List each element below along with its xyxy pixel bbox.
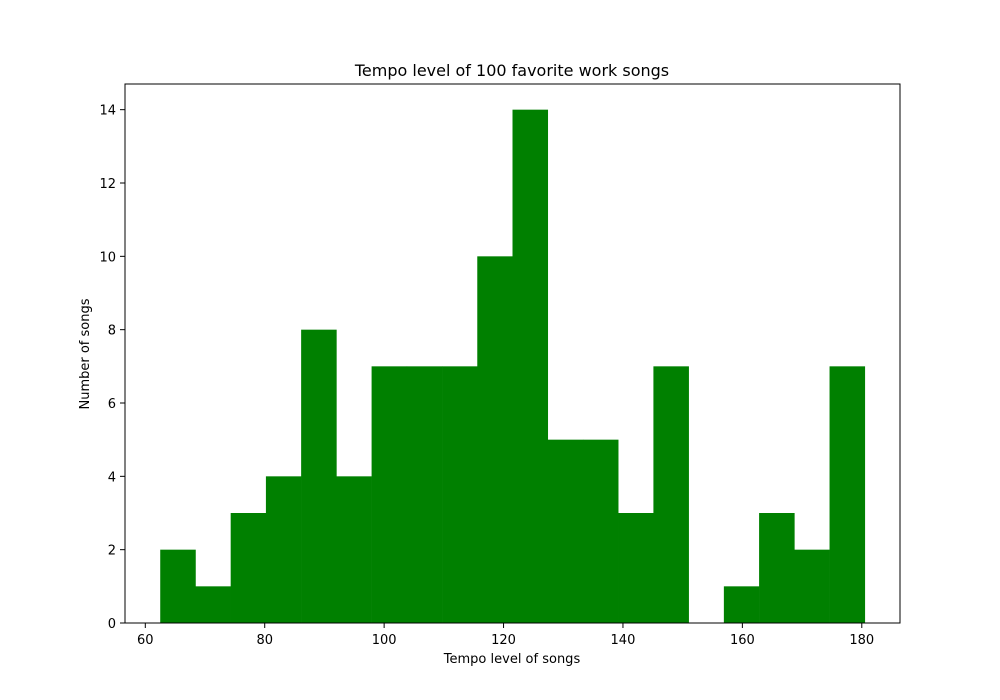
bars-group (160, 109, 866, 623)
histogram-bar-13 (618, 513, 654, 623)
histogram-bar-9 (477, 256, 513, 623)
y-tick-label-1: 2 (108, 544, 116, 559)
y-tick-label-7: 14 (99, 104, 116, 119)
y-axis-label: Number of songs (78, 298, 93, 409)
histogram-bar-18 (794, 549, 830, 623)
histogram-bar-17 (759, 513, 795, 623)
x-tick-label-5: 160 (730, 633, 755, 648)
y-tick-label-5: 10 (99, 250, 116, 265)
histogram-bar-7 (406, 366, 443, 623)
y-tick-label-6: 12 (99, 177, 116, 192)
histogram-bar-8 (442, 366, 478, 623)
x-axis-ticks: 60 80 100 120 140 160 180 (137, 623, 874, 648)
histogram-bar-19 (829, 366, 866, 623)
x-tick-label-2: 100 (372, 633, 397, 648)
histogram-bar-14 (653, 366, 689, 623)
x-tick-label-4: 140 (611, 633, 636, 648)
x-tick-label-1: 80 (256, 633, 273, 648)
y-tick-label-3: 6 (108, 397, 116, 412)
y-axis-ticks: 0 2 4 6 8 10 12 14 (99, 104, 125, 632)
histogram-bar-1 (195, 586, 231, 623)
x-tick-label-3: 120 (491, 633, 516, 648)
y-tick-label-4: 8 (108, 324, 116, 339)
x-tick-label-6: 180 (849, 633, 874, 648)
x-tick-label-0: 60 (137, 633, 154, 648)
chart-title: Tempo level of 100 favorite work songs (354, 61, 669, 80)
histogram-bar-0 (160, 549, 196, 623)
histogram-bar-3 (265, 476, 302, 623)
histogram-bar-4 (301, 329, 337, 623)
y-tick-label-0: 0 (108, 617, 116, 632)
x-axis-label: Tempo level of songs (443, 652, 581, 667)
histogram-bar-5 (336, 476, 372, 623)
histogram-bar-2 (230, 513, 267, 623)
histogram-bar-16 (723, 586, 760, 623)
histogram-bar-11 (547, 439, 584, 623)
histogram-bar-10 (512, 109, 549, 623)
histogram-bar-12 (582, 439, 619, 623)
plot-frame (124, 83, 901, 624)
y-tick-label-2: 4 (108, 470, 116, 485)
histogram-bar-6 (371, 366, 408, 623)
